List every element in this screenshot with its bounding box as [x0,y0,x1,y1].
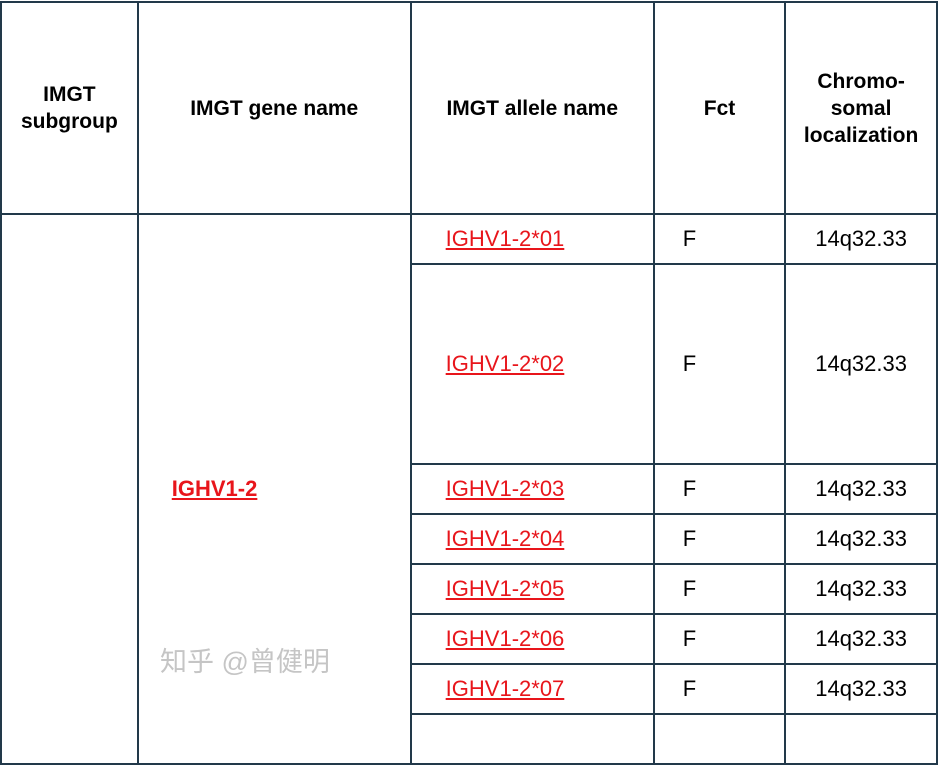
gene-link[interactable]: IGHV1-2 [171,476,258,501]
table-row: IGHV1-2*06 F 14q32.33 [1,613,938,665]
fct-cell: F [652,213,787,265]
allele-cell: IGHV1-2*05 [409,563,655,615]
allele-link[interactable]: IGHV1-2*04 [445,526,565,551]
fct-cell: F [652,463,787,515]
header-allele-name: IMGT allele name [409,1,655,215]
allele-link[interactable]: IGHV1-2*06 [445,626,565,651]
fct-cell: F [652,563,787,615]
allele-link[interactable]: IGHV1-2*05 [445,576,565,601]
header-subgroup: IMGT subgroup [0,1,139,215]
fct-cell: F [652,513,787,565]
header-chromosomal-localization: Chromo-somal localization [784,1,938,215]
table-row: IGHV1-2*04 F 14q32.33 [1,513,938,565]
fct-cell: F [652,263,787,465]
localization-cell: 14q32.33 [784,613,938,665]
allele-cell: IGHV1-2*04 [409,513,655,565]
localization-cell: 14q32.33 [784,563,938,615]
subgroup-cell [0,213,139,765]
header-loc-line: somal [830,96,892,120]
allele-cell [409,713,655,765]
header-subgroup-line: subgroup [20,110,118,133]
fct-cell: F [652,613,787,665]
fct-cell [652,713,787,765]
table-row: IGHV1-2*07 F 14q32.33 [1,663,938,715]
table-row: IGHV1-2*02 F 14q32.33 [1,263,938,465]
localization-cell: 14q32.33 [784,663,938,715]
table-row: IGHV1-2*05 F 14q32.33 [1,563,938,615]
allele-link[interactable]: IGHV1-2*02 [445,351,565,376]
table-row: IGHV1-2 IGHV1-2*01 F 14q32.33 [0,213,938,765]
allele-cell: IGHV1-2*06 [409,613,655,665]
allele-cell: IGHV1-2*03 [409,463,655,515]
gene-cell: IGHV1-2 [136,213,412,765]
localization-cell [784,713,938,765]
localization-cell: 14q32.33 [784,463,938,515]
header-gene-name: IMGT gene name [136,1,412,215]
localization-cell: 14q32.33 [784,513,938,565]
allele-link[interactable]: IGHV1-2*03 [445,476,565,501]
header-row: IMGT subgroup IMGT gene name IMGT allele … [0,1,938,215]
header-subgroup-line: IMGT [43,83,96,106]
fct-cell: F [652,663,787,715]
table-row: IGHV1-2*03 F 14q32.33 [1,463,938,515]
localization-cell: 14q32.33 [784,213,938,265]
allele-cell: IGHV1-2*07 [409,663,655,715]
allele-link[interactable]: IGHV1-2*01 [445,226,565,251]
allele-cell: IGHV1-2*01 [409,213,655,265]
header-fct: Fct [652,1,787,215]
header-loc-line: Chromo- [817,69,905,93]
localization-cell: 14q32.33 [784,263,938,465]
allele-link[interactable]: IGHV1-2*07 [445,676,565,701]
header-loc-line: localization [803,123,919,147]
allele-cell: IGHV1-2*02 [409,263,655,465]
